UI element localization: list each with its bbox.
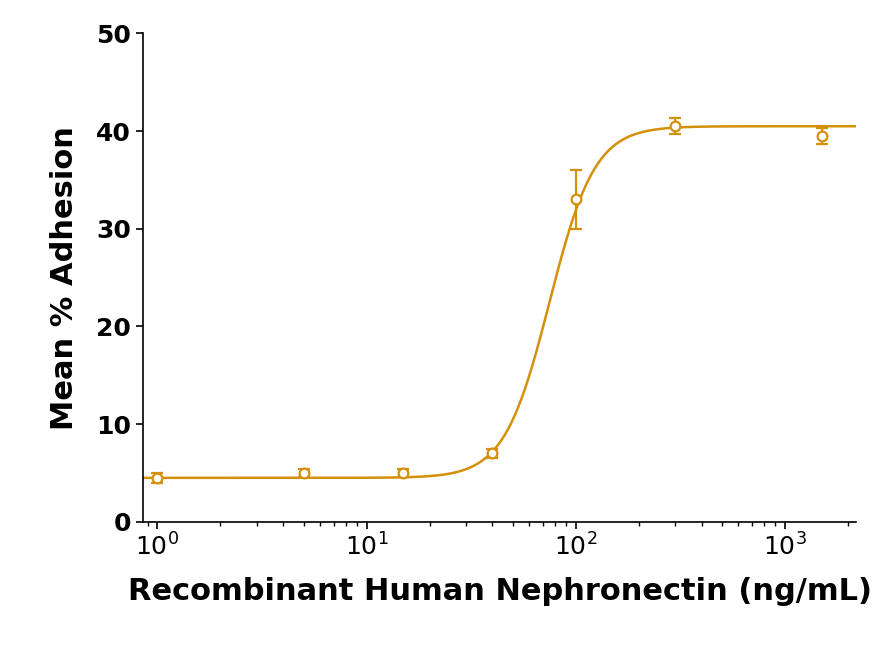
X-axis label: Recombinant Human Nephronectin (ng/mL): Recombinant Human Nephronectin (ng/mL) — [128, 577, 871, 607]
Y-axis label: Mean % Adhesion: Mean % Adhesion — [50, 126, 79, 429]
